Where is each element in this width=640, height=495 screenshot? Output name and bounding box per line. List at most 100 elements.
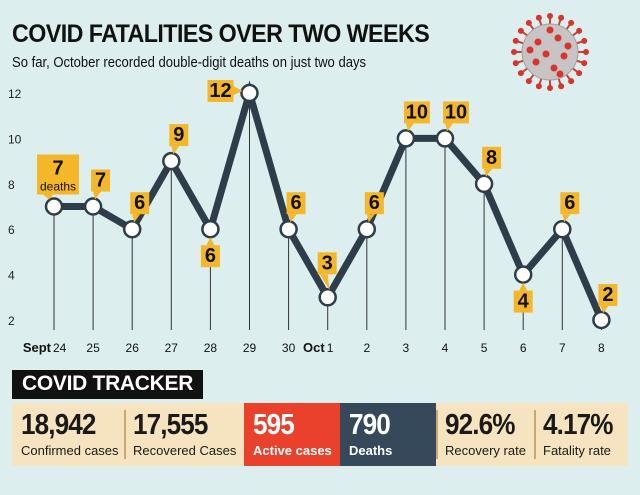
value-label: 8 <box>482 146 502 177</box>
value-label: 7 <box>91 169 111 200</box>
label-pointer <box>171 146 180 155</box>
label-pointer <box>206 237 215 246</box>
virus-spike-tip <box>568 19 575 26</box>
x-tick-label: 6 <box>520 341 527 355</box>
label-pointer <box>319 274 330 291</box>
value-label-text: 6 <box>291 192 302 214</box>
label-box <box>286 192 306 215</box>
virus-spot <box>560 52 568 60</box>
data-point <box>44 197 64 216</box>
value-label-text: 3 <box>322 252 333 274</box>
virus-spike-tip <box>511 49 517 55</box>
virus-spot <box>556 70 564 78</box>
value-label: 2 <box>598 284 618 313</box>
data-point <box>201 219 220 239</box>
label-pointer <box>132 214 141 223</box>
virus-spike-tip <box>517 70 524 77</box>
y-tick-label: 4 <box>8 269 15 283</box>
value-label-text: 12 <box>209 80 231 102</box>
stat-label: Active cases <box>253 443 332 458</box>
data-point <box>279 219 298 239</box>
virus-spike-tip <box>547 13 553 19</box>
x-tick-label: 7 <box>559 341 566 355</box>
value-label-text: 10 <box>445 101 467 123</box>
label-box <box>403 101 430 124</box>
data-point <box>396 129 416 148</box>
label-box <box>513 290 533 313</box>
tracker-stats-panel: 18,942 Confirmed cases 17,555 Recovered … <box>12 403 628 466</box>
chart-subtitle: So far, October recorded double-digit de… <box>12 55 367 71</box>
data-point <box>592 310 611 330</box>
x-tick-label: 29 <box>243 341 257 355</box>
x-tick-label: 25 <box>86 341 100 355</box>
x-tick-label: 5 <box>481 341 488 355</box>
x-tick-label: 1 <box>327 341 334 355</box>
value-label: 4 <box>513 282 533 313</box>
virus-spike-tip <box>525 78 532 85</box>
virus-spike-tip <box>583 49 589 55</box>
x-tick-label: 27 <box>165 341 179 355</box>
stat-label: Recovery rate <box>445 443 526 458</box>
stat-deaths: 790 Deaths <box>340 403 436 466</box>
stat-recovery-rate: 92.6% Recovery rate <box>436 403 534 466</box>
virus-spike-tip <box>568 78 575 85</box>
value-label: 12 <box>207 80 243 102</box>
virus-spot <box>526 46 534 54</box>
label-box <box>207 80 234 102</box>
stat-value: 92.6% <box>445 409 515 441</box>
virus-spike-tip <box>512 37 519 44</box>
y-tick-label: 12 <box>8 87 22 101</box>
value-label: 6 <box>130 192 150 223</box>
label-pointer <box>484 168 493 177</box>
data-point <box>513 265 533 284</box>
label-pointer <box>288 214 297 223</box>
label-pointer <box>93 191 102 200</box>
virus-spike-tip <box>517 27 524 34</box>
stat-fatality-rate: 4.17% Fatality rate <box>534 403 628 466</box>
virus-spike-tip <box>558 14 565 21</box>
x-tick-label: 4 <box>442 341 449 355</box>
x-tick-label: 24 <box>53 341 67 355</box>
label-box <box>91 169 111 192</box>
virus-spike-tip <box>535 14 542 21</box>
label-box <box>317 252 337 275</box>
virus-spot <box>554 34 562 42</box>
virus-spot <box>542 50 550 58</box>
stat-active: 595 Active cases <box>244 403 340 466</box>
coronavirus-icon <box>511 13 589 91</box>
data-point <box>553 219 572 239</box>
virus-spot <box>564 42 572 50</box>
virus-spike-tip <box>581 60 588 67</box>
virus-spike-tip <box>525 19 532 26</box>
label-box <box>130 192 150 215</box>
data-point <box>162 151 181 171</box>
value-label-text: 8 <box>486 147 497 169</box>
value-label: 6 <box>364 192 384 223</box>
virus-spot <box>550 64 558 72</box>
virus-body <box>521 23 579 81</box>
value-label: 10 <box>443 101 469 132</box>
x-month-label: Oct <box>303 340 325 355</box>
x-tick-label: 3 <box>403 341 410 355</box>
virus-spot <box>532 58 540 66</box>
value-label: 6 <box>560 192 580 223</box>
data-point <box>474 174 494 194</box>
value-label-text: 7 <box>95 170 106 192</box>
data-point <box>357 219 377 239</box>
stat-confirmed: 18,942 Confirmed cases <box>12 403 124 466</box>
label-box <box>169 124 189 147</box>
virus-spot <box>534 38 542 46</box>
value-label: 6 <box>286 192 306 223</box>
y-tick-label: 8 <box>8 178 15 192</box>
stat-value: 17,555 <box>133 409 208 441</box>
label-pointer <box>600 306 609 313</box>
stat-value: 4.17% <box>543 409 613 441</box>
virus-spike-tip <box>581 37 588 44</box>
value-label-text: 6 <box>369 192 380 214</box>
y-tick-label: 10 <box>8 132 22 146</box>
virus-spike-tip <box>512 60 519 67</box>
stat-value: 18,942 <box>21 409 96 441</box>
virus-spike-tip <box>576 27 583 34</box>
